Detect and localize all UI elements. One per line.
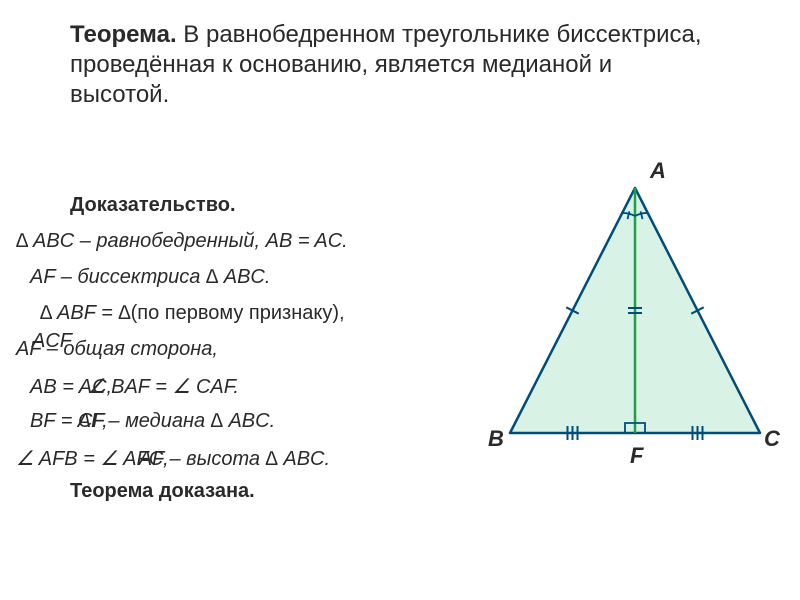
proof-line-5: AB = AC, ∠ BAF = ∠ CAF.: [30, 374, 239, 399]
proof-line-1: ∆ ABC – равнобедренный, AB = AC.: [16, 230, 348, 253]
theorem-text: Теорема. В равнобедренном треугольнике б…: [70, 20, 710, 110]
svg-text:B: B: [488, 426, 504, 451]
proof-proven: Теорема доказана.: [70, 480, 255, 503]
svg-text:C: C: [764, 426, 781, 451]
proof-label: Доказательство.: [70, 194, 236, 217]
proof-line-6: BF = CF,AF – медиана ∆ ABC.: [30, 410, 275, 433]
theorem-word: Теорема.: [70, 21, 177, 48]
svg-text:F: F: [630, 443, 644, 468]
proof-line-2: AF – биссектриса ∆ ABC.: [30, 266, 270, 289]
triangle-figure: A B C F: [480, 158, 790, 488]
triangle-svg: A B C F: [480, 158, 790, 488]
proof-line-3a: ∆ ABF = ∆(по первому признаку),: [40, 302, 345, 325]
proof-line-7: ∠ AFB = ∠ AFC,AF – высота ∆ ABC.: [16, 446, 330, 471]
proof-line-4: AF – общая сторона,: [16, 338, 218, 361]
svg-text:A: A: [649, 158, 666, 183]
